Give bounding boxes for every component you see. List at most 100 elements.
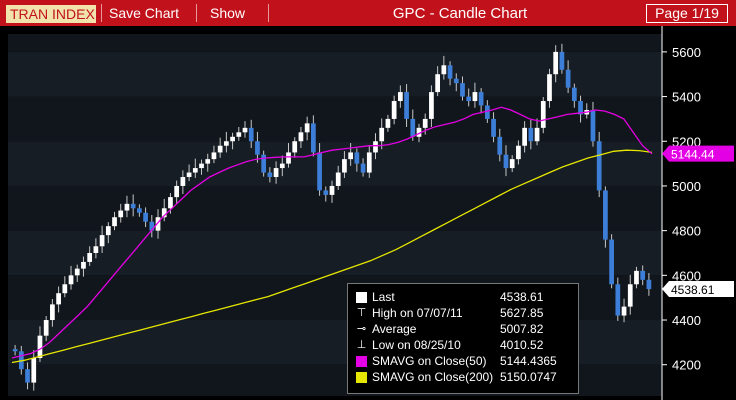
chart-band bbox=[8, 96, 662, 142]
legend-value: 5007.82 bbox=[500, 322, 544, 336]
candle-chart: 4200 4400 4600 4800 5000 5200 5400 5600 5144.44 4… bbox=[8, 26, 734, 400]
candle-body bbox=[565, 69, 571, 88]
candle-body bbox=[534, 127, 540, 142]
y-tick-label: 5200 bbox=[672, 134, 701, 149]
price-tag bbox=[662, 145, 734, 162]
legend-label: SMAVG on Close(50) bbox=[372, 354, 487, 368]
legend-row-last: Last 4538.61 bbox=[354, 290, 576, 305]
candle-body bbox=[81, 261, 86, 269]
legend-row-high: ⊤ High on 07/07/11 5627.85 bbox=[354, 306, 576, 321]
candle-body bbox=[155, 217, 161, 231]
candle-body bbox=[429, 92, 434, 119]
candle-body bbox=[255, 141, 260, 155]
candle-body bbox=[435, 74, 440, 93]
candle-body bbox=[397, 92, 403, 102]
candle-body bbox=[596, 141, 602, 191]
y-tick-label: 5600 bbox=[672, 45, 701, 60]
legend-row-average: ⊸ Average 5007.82 bbox=[354, 322, 576, 337]
candle-body bbox=[603, 190, 608, 240]
chart-band bbox=[8, 51, 662, 97]
candle-body bbox=[248, 127, 254, 142]
candle-body bbox=[12, 349, 18, 352]
candle-body bbox=[422, 118, 428, 128]
y-tick-label: 4400 bbox=[672, 313, 701, 328]
candle-body bbox=[342, 159, 347, 173]
show-button[interactable]: Show bbox=[210, 5, 246, 21]
candle-body bbox=[224, 141, 229, 146]
candle-body bbox=[267, 172, 273, 178]
y-tick-label: 4600 bbox=[672, 268, 701, 283]
candle-body bbox=[366, 152, 372, 173]
legend-row-sma50: SMAVG on Close(50) 5144.4365 bbox=[354, 354, 576, 369]
legend-label: High on 07/07/11 bbox=[372, 306, 463, 320]
candle-body bbox=[522, 127, 527, 146]
candle-body bbox=[50, 304, 55, 321]
candle-body bbox=[559, 51, 565, 70]
legend-swatch-sma50 bbox=[356, 356, 367, 367]
menu-separator bbox=[268, 4, 269, 22]
candle-body bbox=[112, 217, 117, 227]
candle-body bbox=[472, 92, 478, 102]
candle-body bbox=[273, 168, 279, 178]
candle-body bbox=[410, 118, 416, 137]
candle-body bbox=[304, 123, 310, 133]
candle-body bbox=[391, 101, 397, 119]
candle-body bbox=[180, 177, 186, 186]
candle-body bbox=[528, 127, 534, 142]
legend-value: 4538.61 bbox=[500, 290, 544, 304]
legend-label: Low on 08/25/10 bbox=[372, 338, 461, 352]
chart-band bbox=[8, 141, 662, 186]
candle-body bbox=[99, 235, 105, 247]
candle-body bbox=[379, 127, 385, 142]
candle-body bbox=[62, 284, 68, 294]
price-tag-label: 4538.61 bbox=[671, 283, 715, 297]
ticker-field[interactable]: TRAN INDEX bbox=[6, 5, 96, 23]
candle-body bbox=[68, 275, 74, 285]
chart-band bbox=[8, 34, 662, 52]
candle-body bbox=[292, 141, 298, 153]
save-chart-button[interactable]: Save Chart bbox=[109, 5, 180, 21]
candle-body bbox=[547, 74, 552, 102]
candle-body bbox=[149, 221, 155, 231]
candle-body bbox=[137, 208, 142, 213]
chart-band bbox=[8, 230, 662, 276]
menu-separator bbox=[101, 4, 102, 22]
legend-swatch-sma200 bbox=[356, 372, 367, 383]
candle-body bbox=[87, 252, 93, 262]
sma50-line bbox=[11, 106, 653, 359]
candle-body bbox=[553, 51, 559, 75]
candle-body bbox=[441, 65, 447, 75]
candle-body bbox=[348, 152, 354, 160]
legend-row-sma200: SMAVG on Close(200) 5150.0747 bbox=[354, 370, 576, 385]
candle-body bbox=[279, 163, 285, 169]
candle-body bbox=[578, 101, 583, 115]
candle-body bbox=[478, 92, 484, 106]
candle-body bbox=[105, 226, 111, 236]
y-tick-label: 4200 bbox=[672, 358, 701, 373]
candle-body bbox=[211, 152, 217, 160]
chart-legend: Last 4538.61 ⊤ High on 07/07/11 5627.85 … bbox=[347, 283, 579, 394]
menu-separator bbox=[196, 4, 197, 22]
sma200-line bbox=[11, 149, 653, 364]
candle-body bbox=[453, 78, 459, 84]
candle-body bbox=[360, 163, 366, 173]
candle-body bbox=[460, 83, 465, 97]
candle-body bbox=[286, 152, 291, 164]
legend-label: SMAVG on Close(200) bbox=[372, 370, 494, 384]
candle-body bbox=[118, 210, 124, 218]
candle-body bbox=[615, 284, 621, 316]
candle-body bbox=[590, 109, 596, 142]
legend-value: 5150.0747 bbox=[500, 370, 557, 384]
candle-body bbox=[621, 306, 627, 316]
legend-value: 4010.52 bbox=[500, 338, 544, 352]
candle-body bbox=[74, 268, 80, 276]
candle-body bbox=[540, 101, 546, 128]
candle-body bbox=[130, 203, 136, 209]
toolbar: TRAN INDEX Save Chart Show GPC - Candle … bbox=[0, 0, 736, 26]
candle-body bbox=[192, 168, 198, 173]
page-indicator[interactable]: Page 1/19 bbox=[646, 4, 728, 23]
candle-body bbox=[640, 270, 646, 280]
candle-body bbox=[447, 65, 453, 79]
chart-title: GPC - Candle Chart bbox=[392, 5, 528, 22]
candle-body bbox=[93, 246, 99, 253]
